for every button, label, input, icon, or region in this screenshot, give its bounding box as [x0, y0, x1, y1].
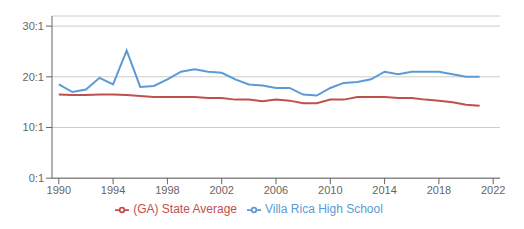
svg-text:2006: 2006 [264, 184, 288, 196]
svg-text:2014: 2014 [372, 184, 396, 196]
svg-text:2018: 2018 [427, 184, 451, 196]
html-text:(GA) State Average: (GA) State Average [133, 202, 237, 217]
svg-text:10:1: 10:1 [23, 121, 44, 133]
svg-text:2010: 2010 [318, 184, 342, 196]
svg-text:30:1: 30:1 [23, 20, 44, 32]
svg-text:2022: 2022 [481, 184, 505, 196]
svg-text:1994: 1994 [101, 184, 125, 196]
svg-text:2002: 2002 [209, 184, 233, 196]
svg-text:0:1: 0:1 [29, 172, 44, 184]
svg-text:20:1: 20:1 [23, 71, 44, 83]
html-text:Villa Rica High School: Villa Rica High School [265, 202, 383, 217]
svg-text:1990: 1990 [47, 184, 71, 196]
svg-text:1998: 1998 [155, 184, 179, 196]
